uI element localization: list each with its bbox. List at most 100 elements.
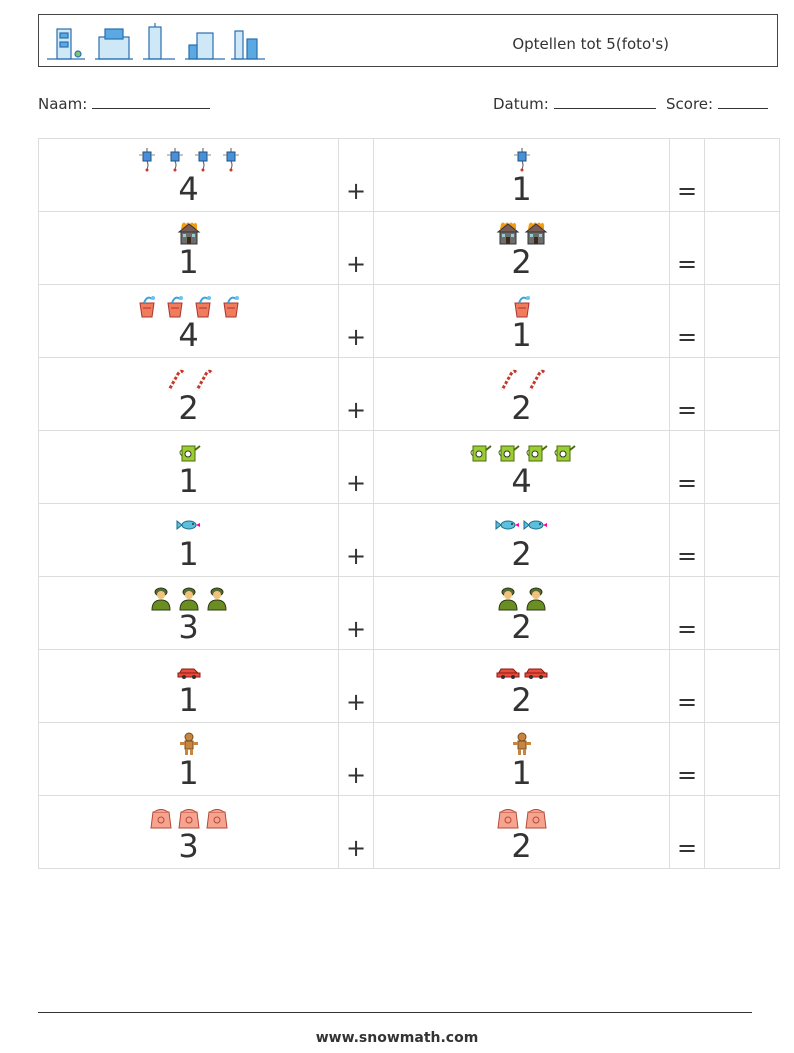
equals-sign: = xyxy=(676,615,698,643)
answer-cell[interactable] xyxy=(704,357,780,431)
right-addend-cell: 2 xyxy=(373,503,670,577)
plus-sign: + xyxy=(345,177,367,205)
picture-group xyxy=(39,512,338,540)
picture-group xyxy=(374,147,669,175)
plus-cell: + xyxy=(338,357,374,431)
picture-group xyxy=(39,366,338,394)
fish-icon xyxy=(523,519,547,531)
answer-cell[interactable] xyxy=(704,211,780,285)
seed-bag-icon xyxy=(496,809,519,829)
name-blank[interactable] xyxy=(92,94,211,109)
right-addend-cell: 1 xyxy=(373,722,670,796)
plus-cell: + xyxy=(338,722,374,796)
score-field: Score: xyxy=(666,94,768,113)
answer-cell[interactable] xyxy=(704,649,780,723)
right-addend: 2 xyxy=(511,827,532,865)
kite-icon xyxy=(138,148,155,172)
plus-cell: + xyxy=(338,576,374,650)
equals-cell: = xyxy=(669,211,705,285)
city-buildings-icon xyxy=(47,23,265,60)
plus-sign: + xyxy=(345,323,367,351)
equals-cell: = xyxy=(669,357,705,431)
soldier-icon xyxy=(525,587,546,611)
right-addend: 1 xyxy=(511,316,532,354)
seed-bag-icon xyxy=(149,809,172,829)
picture-group xyxy=(374,585,669,613)
plus-sign: + xyxy=(345,688,367,716)
plus-cell: + xyxy=(338,284,374,358)
watering-bucket-icon xyxy=(138,296,155,318)
answer-cell[interactable] xyxy=(704,430,780,504)
picture-group xyxy=(374,293,669,321)
answer-cell[interactable] xyxy=(704,503,780,577)
soldier-icon xyxy=(150,587,171,611)
left-addend-cell: 1 xyxy=(38,649,339,723)
right-addend-cell: 2 xyxy=(373,649,670,723)
date-field: Datum: xyxy=(493,94,656,113)
plus-cell: + xyxy=(338,649,374,723)
equals-cell: = xyxy=(669,576,705,650)
watering-bucket-icon xyxy=(513,296,530,318)
equals-cell: = xyxy=(669,795,705,869)
plus-sign: + xyxy=(345,615,367,643)
picture-group xyxy=(374,366,669,394)
picture-group xyxy=(39,147,338,175)
answer-cell[interactable] xyxy=(704,576,780,650)
car-icon xyxy=(524,668,547,679)
answer-cell[interactable] xyxy=(704,722,780,796)
picture-group xyxy=(374,731,669,759)
picture-group xyxy=(39,220,338,248)
burning-house-icon xyxy=(177,222,200,245)
picture-group xyxy=(39,658,338,686)
right-addend: 1 xyxy=(511,754,532,792)
picture-group xyxy=(374,512,669,540)
gingerbread-man-icon xyxy=(179,732,198,755)
plus-cell: + xyxy=(338,211,374,285)
equals-sign: = xyxy=(676,396,698,424)
kite-icon xyxy=(166,148,183,172)
right-addend: 4 xyxy=(511,462,532,500)
left-addend-cell: 4 xyxy=(38,138,339,212)
table-row: 4 +1 = xyxy=(38,284,780,358)
soldier-icon xyxy=(206,587,227,611)
picture-group xyxy=(39,731,338,759)
left-addend: 2 xyxy=(178,389,199,427)
plus-cell: + xyxy=(338,430,374,504)
left-addend: 1 xyxy=(178,243,199,281)
left-addend-cell: 1 xyxy=(38,722,339,796)
picture-group xyxy=(39,804,338,832)
answer-cell[interactable] xyxy=(704,284,780,358)
answer-cell[interactable] xyxy=(704,795,780,869)
plus-cell: + xyxy=(338,503,374,577)
answer-cell[interactable] xyxy=(704,138,780,212)
equals-cell: = xyxy=(669,722,705,796)
plus-cell: + xyxy=(338,795,374,869)
burning-house-icon xyxy=(496,222,519,245)
table-row: 1 +2 = xyxy=(38,649,780,723)
footer-divider xyxy=(38,1012,752,1013)
score-label: Score: xyxy=(666,95,714,113)
seed-bag-icon xyxy=(205,809,228,829)
date-label: Datum: xyxy=(493,95,549,113)
fish-icon xyxy=(176,519,200,531)
score-blank[interactable] xyxy=(717,94,768,109)
fish-icon xyxy=(495,519,519,531)
right-addend: 2 xyxy=(511,243,532,281)
soldier-icon xyxy=(178,587,199,611)
equals-sign: = xyxy=(676,177,698,205)
left-addend: 4 xyxy=(178,316,199,354)
date-blank[interactable] xyxy=(553,94,656,109)
equals-sign: = xyxy=(676,834,698,862)
equals-sign: = xyxy=(676,542,698,570)
left-addend: 1 xyxy=(178,681,199,719)
addition-table: 4 +1 = 1 +2 = 4 +1 = 2 +2 = 1 +4 = 1 +2 = 3 +2 = 1 +2 = 1 +1 = 3 +2 = xyxy=(38,138,780,869)
left-addend-cell: 3 xyxy=(38,576,339,650)
equals-sign: = xyxy=(676,323,698,351)
picture-group xyxy=(374,804,669,832)
left-addend: 3 xyxy=(178,827,199,865)
right-addend-cell: 1 xyxy=(373,284,670,358)
right-addend: 2 xyxy=(511,389,532,427)
left-addend: 3 xyxy=(178,608,199,646)
car-icon xyxy=(496,668,519,679)
right-addend: 2 xyxy=(511,681,532,719)
